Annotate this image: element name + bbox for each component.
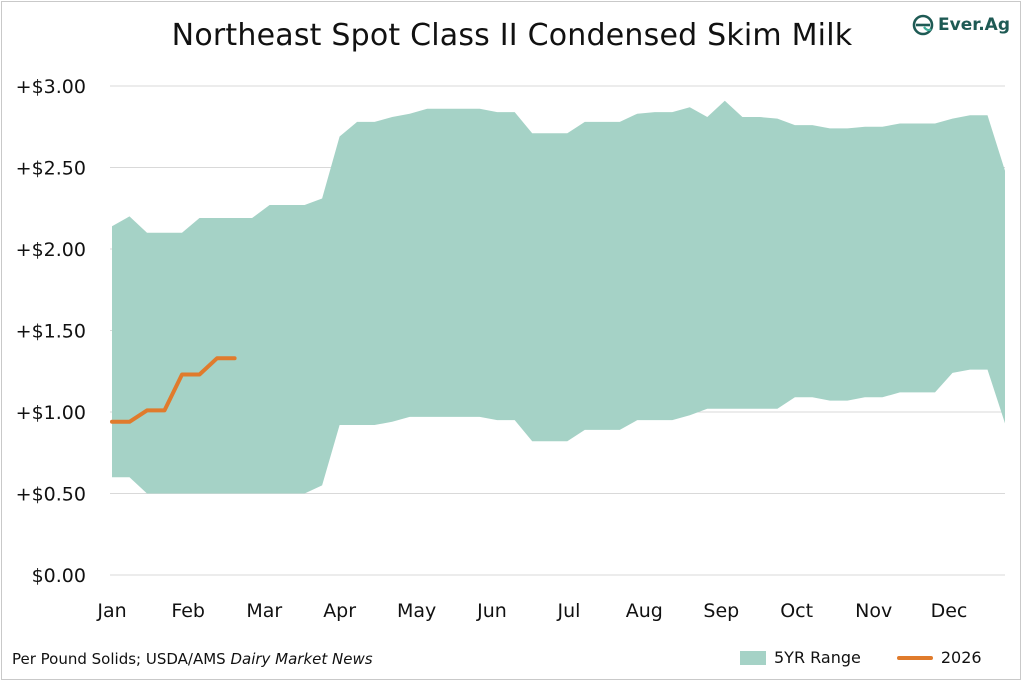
- source-italic: Dairy Market News: [230, 650, 373, 668]
- y-tick-label: +$2.50: [16, 158, 86, 180]
- x-tick-label: Mar: [246, 600, 282, 622]
- x-tick-label: Aug: [626, 600, 663, 622]
- y-tick-label: +$2.00: [16, 239, 86, 261]
- x-tick-label: Jan: [96, 600, 126, 622]
- series-2026-line: [110, 356, 237, 424]
- x-tick-label: Apr: [323, 600, 356, 622]
- legend-line-label: 2026: [940, 648, 982, 667]
- legend-range-label: 5YR Range: [774, 648, 861, 667]
- x-tick-label: Nov: [855, 600, 892, 622]
- everag-logo-icon: [912, 14, 934, 36]
- y-tick-label: +$1.50: [16, 321, 86, 343]
- x-tick-label: May: [397, 600, 436, 622]
- everag-logo-text: Ever.Ag: [938, 15, 1010, 35]
- y-tick-label: +$1.00: [16, 402, 86, 424]
- x-tick-label: Sep: [703, 600, 739, 622]
- range-area: [112, 100, 1005, 494]
- legend: 5YR Range 2026: [740, 648, 982, 667]
- y-tick-label: +$3.00: [16, 76, 86, 98]
- chart-title: Northeast Spot Class II Condensed Skim M…: [171, 18, 853, 53]
- y-tick-label: $0.00: [32, 565, 86, 587]
- y-tick-label: +$0.50: [16, 484, 86, 506]
- source-note: Per Pound Solids; USDA/AMS Dairy Market …: [12, 650, 373, 668]
- x-tick-label: Jul: [557, 600, 581, 622]
- x-tick-label: Feb: [171, 600, 205, 622]
- everag-logo: Ever.Ag: [912, 12, 1010, 38]
- source-prefix: Per Pound Solids; USDA/AMS: [12, 650, 231, 668]
- x-tick-label: Dec: [931, 600, 968, 622]
- legend-range-swatch: [740, 650, 766, 665]
- legend-line-swatch: [896, 655, 933, 660]
- x-tick-label: Oct: [780, 600, 813, 622]
- x-tick-label: Jun: [476, 600, 507, 622]
